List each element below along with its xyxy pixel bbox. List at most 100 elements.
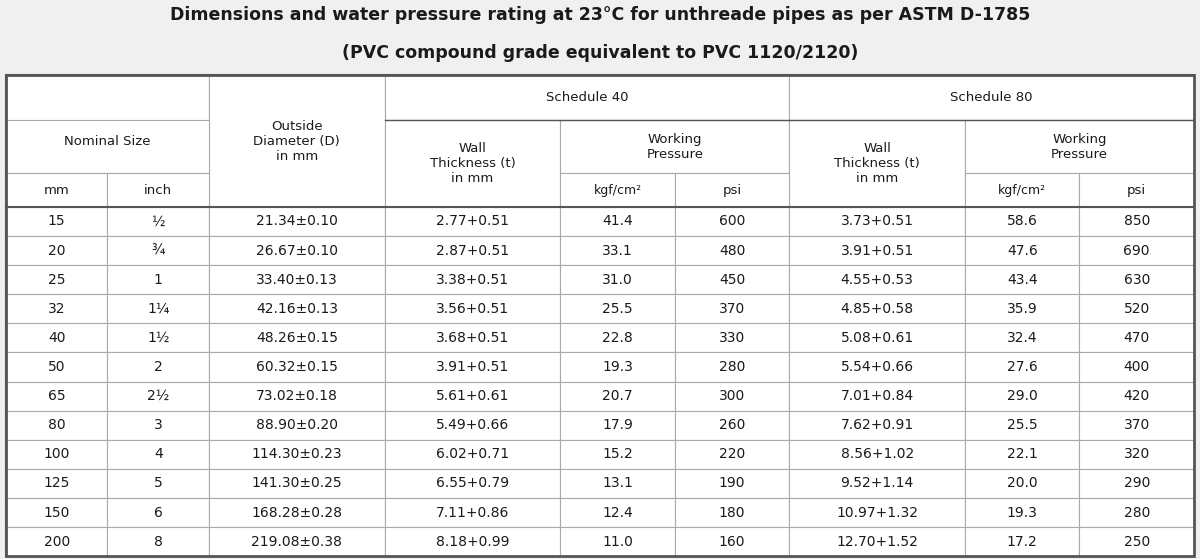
Bar [790,527,965,556]
Bar [790,207,965,236]
Bar [790,236,965,265]
Text: 80: 80 [48,418,66,432]
Text: 450: 450 [719,273,745,287]
Text: Wall
Thickness (t)
in mm: Wall Thickness (t) in mm [430,142,515,185]
Text: 33.1: 33.1 [602,244,632,258]
Bar [385,236,560,265]
Text: 5.54+0.66: 5.54+0.66 [840,360,913,374]
Text: 73.02±0.18: 73.02±0.18 [256,389,337,403]
Text: 3.91+0.51: 3.91+0.51 [436,360,509,374]
Bar [965,207,1080,236]
Bar [6,236,108,265]
Bar [790,411,965,440]
Bar [1080,207,1194,236]
Text: 370: 370 [719,302,745,316]
Text: 100: 100 [43,447,70,461]
Text: 420: 420 [1123,389,1150,403]
Text: 88.90±0.20: 88.90±0.20 [256,418,338,432]
Bar [209,352,385,381]
Bar [108,440,209,469]
Text: mm: mm [44,183,70,197]
Bar [6,411,108,440]
Bar [385,498,560,527]
Bar [560,120,790,173]
Text: 17.2: 17.2 [1007,534,1038,548]
Bar [1080,469,1194,498]
Text: 330: 330 [719,331,745,345]
Bar [108,381,209,411]
Text: 690: 690 [1123,244,1150,258]
Bar [209,469,385,498]
Bar [965,120,1194,173]
Text: kgf/cm²: kgf/cm² [998,183,1046,197]
Bar [790,440,965,469]
Text: 20.7: 20.7 [602,389,632,403]
Text: 180: 180 [719,505,745,519]
Text: 25.5: 25.5 [1007,418,1038,432]
Bar [385,207,560,236]
Bar [108,294,209,323]
Bar [965,294,1080,323]
Bar [108,207,209,236]
Bar [674,294,790,323]
Text: 2: 2 [154,360,163,374]
Bar [560,469,674,498]
Bar [209,498,385,527]
Bar [1080,352,1194,381]
Text: 19.3: 19.3 [1007,505,1038,519]
Text: 60.32±0.15: 60.32±0.15 [256,360,337,374]
Bar [6,75,1194,556]
Text: 6.55+0.79: 6.55+0.79 [436,476,509,490]
Text: 630: 630 [1123,273,1150,287]
Bar [6,352,108,381]
Text: 35.9: 35.9 [1007,302,1038,316]
Bar [674,352,790,381]
Text: 47.6: 47.6 [1007,244,1038,258]
Text: 19.3: 19.3 [602,360,634,374]
Text: 12.70+1.52: 12.70+1.52 [836,534,918,548]
Text: 7.01+0.84: 7.01+0.84 [840,389,913,403]
Text: 41.4: 41.4 [602,215,632,229]
Bar [674,411,790,440]
Text: 4: 4 [154,447,163,461]
Text: 168.28±0.28: 168.28±0.28 [251,505,342,519]
Text: 160: 160 [719,534,745,548]
Bar [6,173,108,207]
Bar [965,498,1080,527]
Bar [385,120,560,207]
Text: 114.30±0.23: 114.30±0.23 [252,447,342,461]
Bar [674,265,790,294]
Text: 31.0: 31.0 [602,273,632,287]
Text: 250: 250 [1123,534,1150,548]
Text: 3.38+0.51: 3.38+0.51 [436,273,509,287]
Text: 11.0: 11.0 [602,534,634,548]
Text: (PVC compound grade equivalent to PVC 1120/2120): (PVC compound grade equivalent to PVC 11… [342,44,858,61]
Text: 3: 3 [154,418,163,432]
Text: 6.02+0.71: 6.02+0.71 [436,447,509,461]
Text: 27.6: 27.6 [1007,360,1038,374]
Bar [560,236,674,265]
Text: 3.68+0.51: 3.68+0.51 [436,331,509,345]
Bar [1080,381,1194,411]
Bar [6,498,108,527]
Text: 10.97+1.32: 10.97+1.32 [836,505,918,519]
Text: 3.73+0.51: 3.73+0.51 [841,215,913,229]
Text: ¾: ¾ [151,244,164,258]
Bar [790,469,965,498]
Bar [674,381,790,411]
Bar [385,352,560,381]
Text: psi: psi [722,183,742,197]
Bar [560,294,674,323]
Bar [6,75,209,207]
Bar [560,207,674,236]
Bar [965,381,1080,411]
Text: 2½: 2½ [148,389,169,403]
Bar [1080,294,1194,323]
Text: Outside
Diameter (D)
in mm: Outside Diameter (D) in mm [253,120,340,163]
Text: 219.08±0.38: 219.08±0.38 [251,534,342,548]
Bar [108,265,209,294]
Text: 65: 65 [48,389,66,403]
Text: 21.34±0.10: 21.34±0.10 [256,215,337,229]
Bar [6,294,108,323]
Bar [560,440,674,469]
